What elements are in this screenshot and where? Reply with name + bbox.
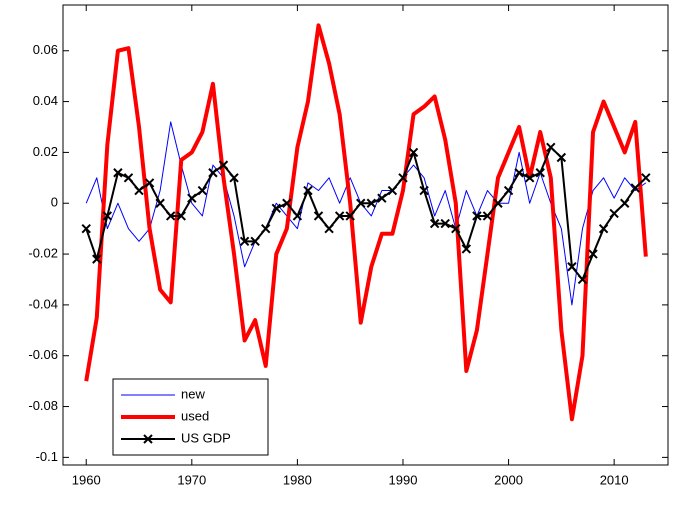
marker [366,198,377,208]
y-tick-label: 0.02 [33,144,58,159]
marker [134,185,144,196]
marker [229,173,239,183]
marker [598,223,609,234]
marker [102,211,113,221]
marker [143,434,153,444]
line [84,23,648,422]
marker [514,168,524,178]
marker [113,168,123,178]
marker [472,211,482,221]
x-tick-label: 1990 [389,472,418,487]
marker [387,185,398,196]
series [81,142,651,285]
marker [123,173,134,183]
y-tick-label: -0.08 [28,398,58,413]
marker [556,152,567,163]
x-tick-label: 2010 [600,472,629,487]
series [84,23,648,422]
legend: new used US GDP [112,378,269,456]
marker [620,198,630,208]
x-tick-label: 1960 [72,472,101,487]
marker [292,211,303,221]
marker [493,198,503,208]
marker [165,211,176,221]
y-tick-label: -0.02 [28,245,58,260]
marker [567,262,577,272]
marker [535,168,545,178]
marker [356,198,366,208]
marker [377,193,387,203]
y-tick-label: -0.06 [28,347,58,362]
marker [408,147,419,158]
marker [218,160,229,170]
x-tick-label: 2000 [494,472,523,487]
marker [345,211,355,221]
marker [144,178,155,188]
marker [313,211,324,221]
marker [155,198,165,208]
marker [577,274,588,285]
marker [609,208,619,219]
y-tick-label: -0.04 [28,296,58,311]
marker [461,244,472,254]
legend-label: used [181,408,209,423]
marker [451,223,461,234]
legend-label: US GDP [181,430,231,445]
marker [81,223,91,234]
marker [324,223,334,234]
marker [208,168,218,178]
axes-box [62,4,669,466]
marker [92,254,102,264]
marker [503,185,514,196]
x-tick-label: 1970 [177,472,206,487]
marker [641,173,651,183]
marker [440,218,450,229]
marker [239,236,250,247]
marker [282,198,292,208]
marker [250,236,260,247]
marker [398,173,408,183]
y-tick-label: 0.06 [33,42,58,57]
marker [176,211,186,221]
marker [429,218,440,229]
marker [197,185,208,196]
marker [303,185,313,196]
legend-label: new [181,386,205,401]
marker [524,173,535,183]
marker [334,211,345,221]
marker [630,183,640,193]
marker [261,223,271,234]
marker [419,185,429,196]
y-tick-label: -0.1 [36,449,58,464]
x-tick-label: 1980 [283,472,312,487]
y-tick-label: 0 [51,195,58,210]
marker [546,142,556,153]
marker [271,203,281,214]
marker [187,193,197,203]
marker [588,249,598,259]
marker [482,211,493,221]
y-tick-label: 0.04 [33,93,58,108]
